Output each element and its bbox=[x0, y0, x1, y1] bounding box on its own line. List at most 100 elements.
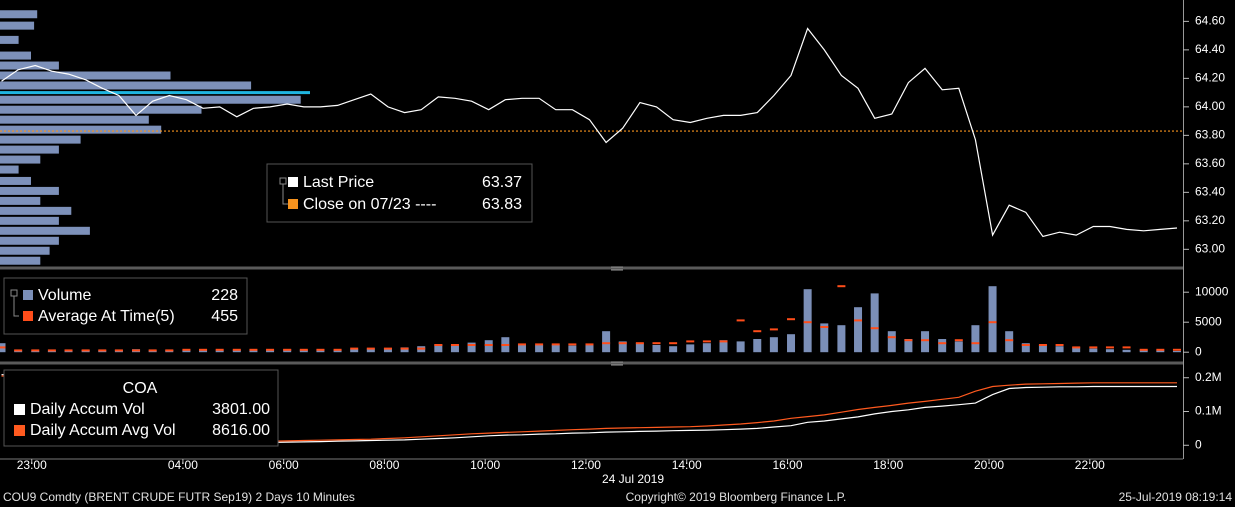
average-dash bbox=[904, 339, 913, 342]
legend-label: Average At Time(5) bbox=[38, 308, 175, 325]
bar bbox=[383, 348, 392, 353]
average-dash bbox=[753, 330, 762, 333]
average-dash bbox=[1172, 348, 1181, 351]
legend-label: Volume bbox=[38, 287, 91, 304]
legend: Volume 228 Average At Time(5) 455 bbox=[3, 277, 248, 335]
profile-bar bbox=[0, 216, 59, 225]
average-dash bbox=[400, 347, 409, 350]
bar bbox=[803, 289, 812, 353]
bar bbox=[870, 293, 879, 353]
y-tick-label: 0.1M bbox=[1195, 404, 1222, 418]
average-dash bbox=[1072, 346, 1081, 349]
average-dash bbox=[837, 285, 846, 288]
average-dash bbox=[350, 347, 359, 350]
average-dash bbox=[501, 344, 510, 346]
average-dash bbox=[316, 348, 325, 351]
x-tick-label: 10:00 bbox=[470, 458, 500, 472]
average-dash bbox=[803, 321, 812, 324]
legend-swatch bbox=[288, 177, 298, 187]
x-tick-label: 20:00 bbox=[974, 458, 1004, 472]
average-dash bbox=[215, 348, 224, 351]
average-dash bbox=[148, 349, 157, 352]
profile-bar bbox=[0, 186, 59, 195]
bar bbox=[31, 351, 40, 353]
average-dash bbox=[1055, 344, 1064, 346]
average-dash bbox=[64, 349, 73, 352]
bar bbox=[635, 343, 644, 353]
y-tick-label: 63.60 bbox=[1195, 156, 1225, 170]
legend-box bbox=[266, 163, 533, 223]
profile-bar bbox=[0, 176, 31, 185]
panel-frame bbox=[0, 0, 1184, 460]
profile-bar bbox=[0, 115, 149, 124]
average-dash bbox=[1122, 346, 1131, 349]
line-series bbox=[1, 27, 1178, 238]
average-dash bbox=[0, 346, 6, 349]
x-tick-label: 23:00 bbox=[17, 458, 47, 472]
legend-value: 228 bbox=[211, 287, 238, 304]
y-tick-label: 0 bbox=[1195, 344, 1202, 358]
profile-bar bbox=[0, 165, 19, 174]
average-dash bbox=[585, 343, 594, 346]
bar bbox=[669, 346, 678, 353]
average-dash bbox=[232, 348, 241, 351]
profile-bar bbox=[0, 135, 81, 144]
average-dash bbox=[98, 349, 107, 352]
profile-bar bbox=[0, 105, 202, 114]
average-dash bbox=[333, 348, 342, 351]
bar bbox=[1005, 331, 1014, 353]
bar bbox=[450, 345, 459, 353]
x-tick-label: 14:00 bbox=[672, 458, 702, 472]
bar bbox=[921, 331, 930, 353]
bar bbox=[1021, 343, 1030, 353]
legend-value: 8616.00 bbox=[212, 422, 270, 439]
average-dash bbox=[366, 347, 375, 350]
average-dash bbox=[417, 347, 426, 350]
bar bbox=[904, 339, 913, 353]
legend-label: Daily Accum Avg Vol bbox=[30, 422, 176, 439]
average-dash bbox=[988, 321, 997, 324]
bar bbox=[971, 325, 980, 353]
y-tick-label: 63.00 bbox=[1195, 241, 1225, 255]
average-dash bbox=[165, 349, 174, 352]
bar bbox=[517, 344, 526, 353]
bar bbox=[769, 337, 778, 353]
average-dash bbox=[1005, 339, 1014, 342]
average-dash bbox=[820, 326, 829, 328]
x-tick-label: 06:00 bbox=[269, 458, 299, 472]
profile-bar bbox=[0, 51, 31, 60]
average-dash bbox=[114, 349, 123, 352]
average-dash bbox=[484, 344, 493, 346]
legend-swatch bbox=[23, 311, 33, 321]
legend-tree bbox=[10, 289, 19, 317]
y-tick-label: 63.80 bbox=[1195, 128, 1225, 142]
bar bbox=[484, 340, 493, 353]
average-dash bbox=[434, 344, 443, 346]
bar bbox=[837, 325, 846, 353]
profile-bar bbox=[0, 95, 301, 104]
y-tick-label: 64.60 bbox=[1195, 14, 1225, 28]
legend-title: COA bbox=[123, 380, 158, 397]
bar bbox=[686, 344, 695, 353]
bar bbox=[182, 349, 191, 353]
average-dash bbox=[971, 342, 980, 345]
average-dash bbox=[870, 327, 879, 330]
average-dash bbox=[1089, 346, 1098, 349]
profile-bar bbox=[0, 226, 90, 235]
average-dash bbox=[769, 328, 778, 331]
bar bbox=[988, 286, 997, 353]
profile-bar bbox=[0, 125, 162, 134]
profile-bar bbox=[0, 246, 50, 255]
legend-value: 455 bbox=[211, 308, 238, 325]
bar bbox=[299, 349, 308, 353]
bar bbox=[249, 350, 258, 353]
bar bbox=[736, 341, 745, 353]
average-dash bbox=[383, 347, 392, 350]
legend-tree bbox=[279, 177, 288, 205]
average-dash bbox=[1139, 348, 1148, 351]
footer-timestamp: 25-Jul-2019 08:19:14 bbox=[1119, 490, 1233, 504]
bar bbox=[366, 348, 375, 353]
bar bbox=[787, 334, 796, 353]
average-dash bbox=[31, 349, 40, 352]
average-dash bbox=[1038, 344, 1047, 346]
